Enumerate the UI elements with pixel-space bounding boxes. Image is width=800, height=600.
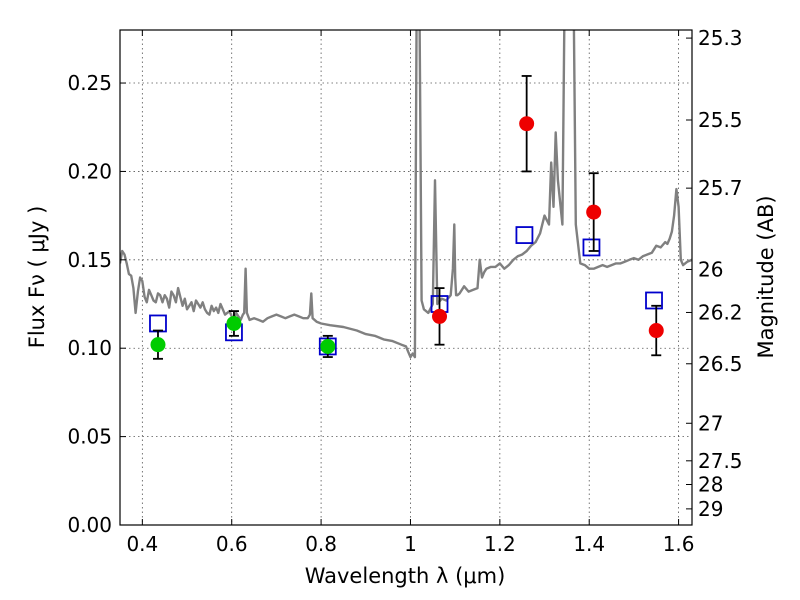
mag-tick-label: 29: [698, 497, 723, 521]
y-tick-label: 0.25: [67, 71, 112, 95]
observed-flux-marker: [226, 315, 242, 331]
model-square-marker: [582, 238, 601, 257]
axis-ticks: 0.4 0.6 0.8 1 1.2 1.4 1.6 0.00 0.05 0.10 0.15 0.20 0…: [67, 26, 742, 556]
mag-tick-label: 27: [698, 411, 723, 435]
observed-flux-marker: [586, 204, 602, 220]
observed-flux-marker: [320, 338, 336, 354]
y-tick-label: 0.20: [67, 159, 112, 183]
grid-lines: [120, 30, 692, 526]
mag-tick-label: 25.5: [698, 108, 743, 132]
y-tick-label: 0.00: [67, 513, 112, 537]
mag-tick-label: 25.3: [698, 26, 743, 50]
mag-tick-label: 26.2: [698, 300, 743, 324]
y-tick-label: 0.15: [67, 248, 112, 272]
sed-curve-layer: [120, 30, 692, 359]
markers-layer: [149, 75, 664, 360]
mag-tick-label: 28: [698, 473, 723, 497]
y-axis-label: Flux Fν ( μJy ): [25, 206, 49, 349]
observed-flux-marker: [150, 337, 166, 353]
sed-curve: [120, 30, 692, 359]
observed-flux-marker: [648, 323, 664, 339]
x-tick-label: 1.4: [573, 532, 605, 556]
mag-tick-label: 26.5: [698, 352, 743, 376]
x-axis-label: Wavelength λ (μm): [305, 564, 506, 588]
x-tick-label: 0.8: [305, 532, 337, 556]
mag-tick-label: 26: [698, 257, 723, 281]
observed-flux-marker: [432, 308, 448, 324]
x-tick-label: 1.6: [663, 532, 695, 556]
model-square-marker: [645, 291, 663, 310]
y2-axis-label: Magnitude (AB): [754, 195, 778, 358]
mag-tick-label: 25.7: [698, 176, 743, 200]
x-tick-label: 1.2: [484, 532, 516, 556]
x-tick-label: 0.6: [216, 532, 248, 556]
model-square-marker: [515, 226, 534, 244]
y-tick-label: 0.05: [67, 425, 112, 449]
plot-frame: [119, 29, 693, 526]
observed-flux-marker: [519, 116, 535, 132]
y-tick-label: 0.10: [67, 336, 112, 360]
x-tick-label: 0.4: [126, 532, 158, 556]
mag-tick-label: 27.5: [698, 449, 743, 473]
model-square-marker: [149, 314, 167, 333]
x-tick-label: 1: [404, 532, 417, 556]
